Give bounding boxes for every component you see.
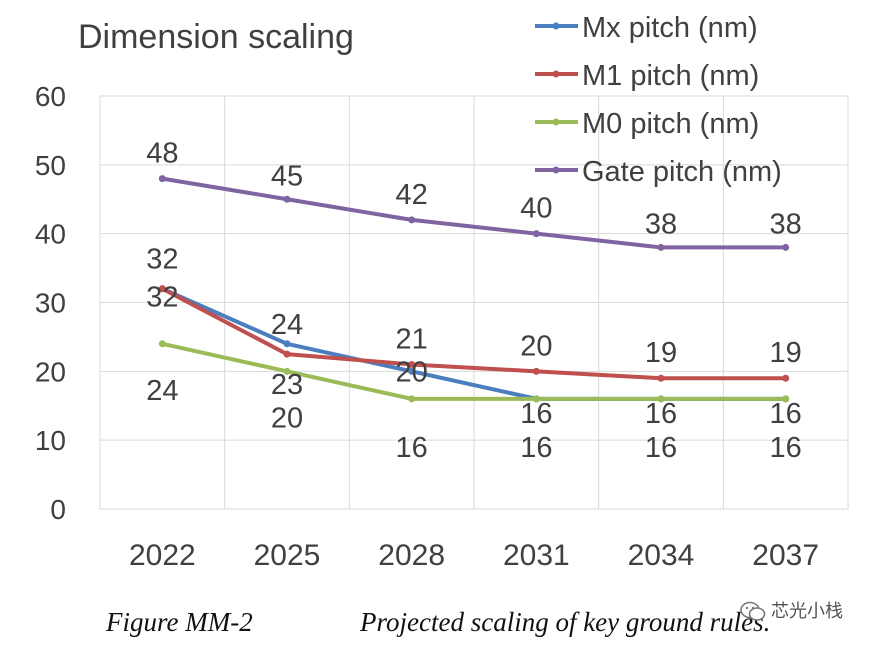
y-tick-label: 40 — [35, 219, 66, 250]
data-label: 20 — [520, 330, 552, 362]
legend-label: M1 pitch (nm) — [582, 60, 759, 92]
data-point — [283, 195, 291, 203]
data-label: 38 — [770, 208, 802, 240]
data-label: 32 — [146, 282, 178, 314]
chart-title: Dimension scaling — [78, 18, 354, 56]
x-tick-label: 2025 — [254, 539, 321, 572]
data-point — [532, 230, 540, 238]
data-point — [158, 285, 166, 293]
figure-caption: Projected scaling of key ground rules. — [360, 607, 771, 637]
x-tick-label: 2037 — [752, 539, 819, 572]
gridlines — [100, 95, 848, 510]
x-tick-label: 2028 — [378, 539, 445, 572]
series-lines — [158, 175, 790, 403]
series-line — [160, 286, 788, 381]
data-label: 21 — [396, 323, 428, 355]
data-label: 16 — [645, 432, 677, 464]
data-point — [408, 216, 416, 224]
data-label: 24 — [271, 309, 303, 341]
data-point — [408, 367, 416, 375]
x-tick-label: 2034 — [628, 539, 695, 572]
data-label: 40 — [520, 193, 552, 225]
legend-label: Mx pitch (nm) — [582, 12, 758, 44]
data-label: 19 — [645, 337, 677, 369]
data-point — [283, 350, 291, 358]
legend-label: Gate pitch (nm) — [582, 156, 782, 188]
data-point — [283, 340, 291, 348]
legend-marker — [552, 118, 560, 126]
data-point — [782, 243, 790, 251]
wechat-icon — [740, 601, 766, 622]
data-label: 23 — [271, 369, 303, 401]
data-point — [532, 367, 540, 375]
y-axis: 0 10 20 30 40 50 60 — [35, 81, 66, 525]
data-label: 38 — [645, 208, 677, 240]
data-label: 16 — [645, 398, 677, 430]
legend-marker — [552, 166, 560, 174]
data-point — [283, 367, 291, 375]
data-point — [408, 395, 416, 403]
data-label: 48 — [146, 138, 178, 170]
y-tick-label: 0 — [50, 494, 66, 525]
x-tick-label: 2022 — [129, 539, 196, 572]
figure-number: Figure MM-2 — [106, 607, 253, 637]
data-point — [782, 374, 790, 382]
data-label: 16 — [520, 398, 552, 430]
data-point — [782, 395, 790, 403]
y-tick-label: 20 — [35, 356, 66, 387]
legend-marker — [552, 22, 560, 30]
y-tick-label: 50 — [35, 150, 66, 181]
series-line — [160, 176, 788, 250]
data-label: 20 — [271, 402, 303, 434]
data-label: 45 — [271, 160, 303, 192]
x-axis: 2022 2025 2028 2031 2034 2037 — [129, 539, 819, 572]
watermark: 芯光小栈 — [740, 597, 880, 623]
x-tick-label: 2031 — [503, 539, 570, 572]
legend-marker — [552, 70, 560, 78]
data-point — [532, 395, 540, 403]
data-label: 24 — [146, 375, 178, 407]
data-label: 16 — [770, 432, 802, 464]
watermark-text: 芯光小栈 — [771, 601, 844, 621]
data-point — [657, 374, 665, 382]
data-label: 20 — [396, 356, 428, 388]
data-point — [408, 360, 416, 368]
y-tick-label: 60 — [35, 81, 66, 112]
data-label: 32 — [146, 244, 178, 276]
data-point — [158, 340, 166, 348]
data-label: 16 — [396, 432, 428, 464]
data-label: 16 — [520, 432, 552, 464]
legend-label: M0 pitch (nm) — [582, 108, 759, 140]
series-line — [160, 341, 788, 401]
data-label: 42 — [396, 179, 428, 211]
data-label: 19 — [770, 337, 802, 369]
legend: Mx pitch (nm) M1 pitch (nm) M0 pitch (nm) G… — [535, 12, 782, 188]
y-tick-label: 10 — [35, 425, 66, 456]
y-tick-label: 30 — [35, 288, 66, 319]
data-point — [657, 243, 665, 251]
data-label: 16 — [770, 398, 802, 430]
data-point — [657, 395, 665, 403]
data-point — [158, 175, 166, 183]
chart: 0 10 20 30 40 50 60 2022 2025 2028 2031 2034 2037 3… — [35, 12, 849, 572]
